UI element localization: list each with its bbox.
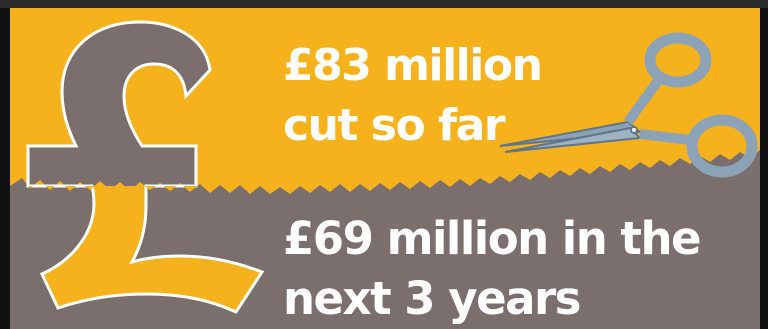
top-headline-line2: cut so far bbox=[283, 100, 506, 151]
right-border bbox=[760, 8, 768, 329]
bottom-headline-line2: next 3 years bbox=[283, 272, 581, 325]
left-border bbox=[0, 8, 10, 329]
pound-sign-icon bbox=[26, 20, 265, 314]
scissors-icon bbox=[499, 32, 758, 178]
top-headline-line1: £83 million bbox=[283, 40, 543, 91]
bottom-headline-line1: £69 million in the bbox=[283, 212, 702, 265]
